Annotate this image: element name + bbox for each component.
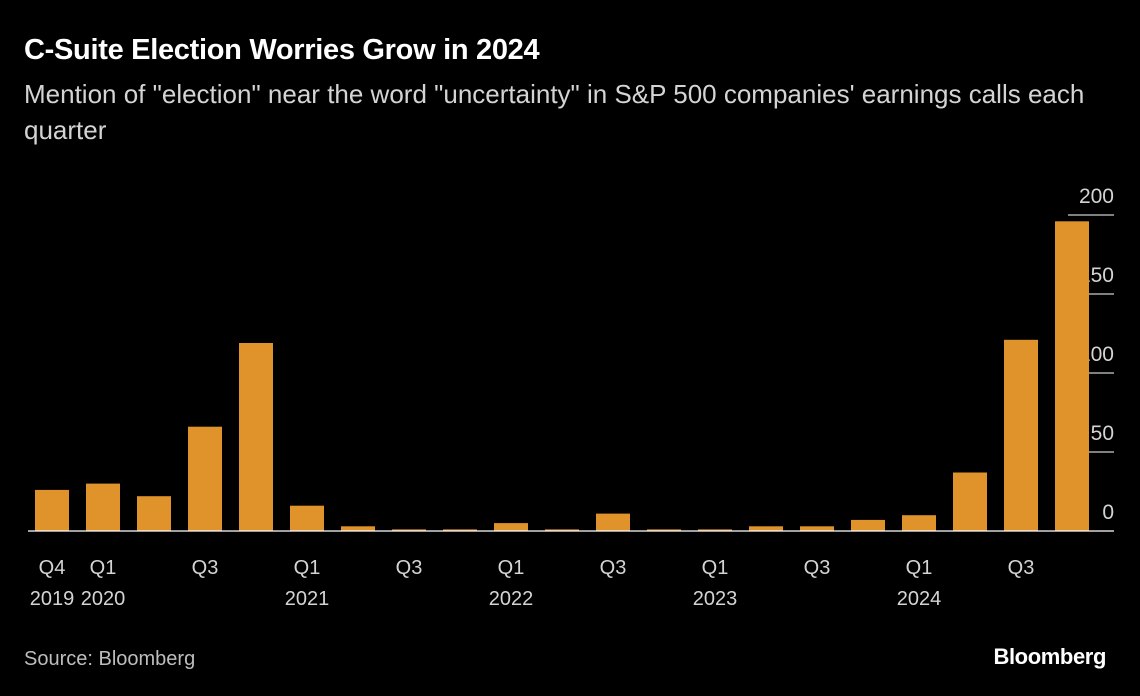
bar-q4-2021 bbox=[443, 529, 477, 531]
x-tick-label-year: 2020 bbox=[81, 588, 126, 610]
x-tick-label-year: 2019 bbox=[30, 588, 75, 610]
bar-q2-2022 bbox=[545, 529, 579, 531]
x-tick-label-quarter: Q3 bbox=[804, 557, 831, 579]
bar-q1-2024 bbox=[902, 515, 936, 531]
x-tick-label-quarter: Q3 bbox=[396, 557, 423, 579]
chart-subtitle: Mention of "election" near the word "unc… bbox=[24, 79, 1085, 145]
source-note: Source: Bloomberg bbox=[24, 648, 196, 670]
bar-q3-2022 bbox=[596, 513, 630, 531]
x-tick-label-quarter: Q1 bbox=[702, 557, 729, 579]
bar-q4-2024 bbox=[1055, 221, 1089, 532]
bar-q4-2019 bbox=[35, 489, 69, 531]
x-tick-label-year: 2024 bbox=[897, 588, 942, 610]
bar-q3-2020 bbox=[188, 426, 222, 531]
bloomberg-logo: Bloomberg bbox=[993, 644, 1106, 669]
bar-q1-2022 bbox=[494, 523, 528, 531]
bar-q2-2020 bbox=[137, 496, 171, 531]
x-tick-label-quarter: Q3 bbox=[1008, 557, 1035, 579]
bar-q2-2024 bbox=[953, 472, 987, 531]
x-tick-label-quarter: Q4 bbox=[39, 557, 66, 579]
x-tick-label-quarter: Q1 bbox=[294, 557, 321, 579]
x-tick-label-year: 2022 bbox=[489, 588, 534, 610]
bar-q2-2021 bbox=[341, 526, 375, 531]
x-tick-label-quarter: Q3 bbox=[600, 557, 627, 579]
x-axis: Q4 2019 Q1 2020 Q3 Q1 2021 Q3 Q1 2022 Q3 Q1 2023 Q3 Q1… bbox=[30, 557, 1035, 610]
chart-title: C-Suite Election Worries Grow in 2024 bbox=[24, 34, 540, 66]
bar-q2-2023 bbox=[749, 526, 783, 531]
x-tick-label-year: 2021 bbox=[285, 588, 330, 610]
x-tick-label-quarter: Q3 bbox=[192, 557, 219, 579]
bar-q1-2020 bbox=[86, 483, 120, 531]
bar-q4-2022 bbox=[647, 529, 681, 531]
x-tick-label-quarter: Q1 bbox=[90, 557, 117, 579]
y-tick-label-200: 200 bbox=[1079, 185, 1114, 208]
bars bbox=[35, 221, 1089, 532]
bar-q4-2023 bbox=[851, 519, 885, 531]
y-tick-label-50: 50 bbox=[1091, 422, 1114, 445]
y-tick-label-0: 0 bbox=[1102, 501, 1114, 524]
x-tick-label-quarter: Q1 bbox=[906, 557, 933, 579]
bar-q1-2023 bbox=[698, 529, 732, 531]
bar-q3-2023 bbox=[800, 526, 834, 531]
bar-q3-2024 bbox=[1004, 339, 1038, 531]
bar-q1-2021 bbox=[290, 505, 324, 531]
x-tick-label-quarter: Q1 bbox=[498, 557, 525, 579]
x-tick-label-year: 2023 bbox=[693, 588, 738, 610]
bar-q3-2021 bbox=[392, 529, 426, 531]
bar-q4-2020 bbox=[239, 343, 273, 531]
